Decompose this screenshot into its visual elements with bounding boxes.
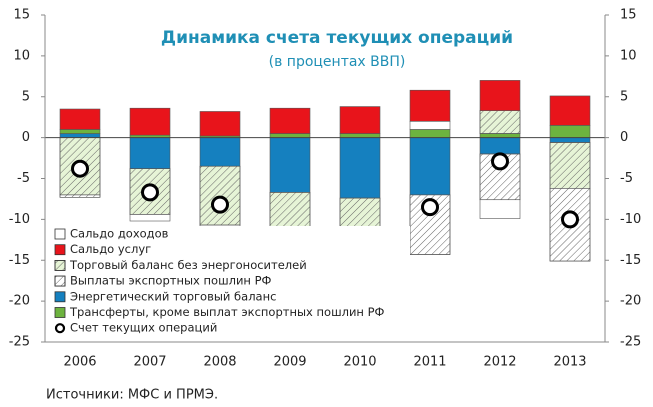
bar-segment (339, 106, 381, 134)
legend-label: Сальдо доходов (70, 227, 169, 241)
y2-tick-label: -20 (620, 294, 641, 309)
bar-segment (549, 95, 591, 126)
bar-segment (59, 133, 101, 138)
bar-segment (409, 120, 451, 130)
legend-swatch (54, 307, 66, 318)
y2-tick-label: -5 (620, 171, 633, 186)
bar-segment (479, 133, 521, 138)
legend-swatch (54, 323, 66, 334)
point (561, 210, 579, 229)
x-tick-label: 2006 (63, 355, 96, 370)
y-tick-label: 0 (22, 130, 30, 145)
bar-segment (409, 89, 451, 122)
legend-label: Торговый баланс без энергоносителей (69, 258, 307, 272)
source-note: Источники: МФС и ПРМЭ. (46, 388, 218, 403)
legend-label: Трансферты, кроме выплат экспортных пошл… (69, 305, 385, 319)
y-tick-label: 10 (13, 48, 30, 63)
y-tick-label: -15 (9, 253, 30, 268)
bar-segment (129, 214, 171, 222)
point (71, 159, 89, 178)
bar-segment (549, 137, 591, 143)
y2-tick-label: 0 (620, 130, 628, 145)
y-tick-label: -5 (17, 171, 30, 186)
y2-tick-label: -25 (620, 335, 641, 350)
y-tick-label: -10 (9, 212, 30, 227)
point (491, 152, 509, 171)
y2-tick-label: 10 (620, 48, 637, 63)
bar-segment (199, 137, 241, 167)
point (141, 183, 159, 202)
x-tick-label: 2007 (133, 355, 166, 370)
bar-segment (479, 80, 521, 111)
y2-tick-label: -15 (620, 253, 641, 268)
x-tick-label: 2011 (413, 355, 446, 370)
x-tick-label: 2013 (553, 355, 586, 370)
legend-hatch (54, 259, 66, 271)
legend-label: Выплаты экспортных пошлин РФ (70, 274, 272, 288)
y2-tick-label: -10 (620, 212, 641, 227)
point (211, 195, 229, 214)
bar-segment (479, 137, 521, 155)
bar-segment (339, 133, 381, 138)
y-tick-label: -25 (9, 335, 30, 350)
bar-segment (269, 133, 311, 138)
bar-segment (549, 125, 591, 138)
bar-segment (129, 137, 171, 169)
y-tick-label: 5 (22, 89, 30, 104)
bar-segment (339, 137, 381, 199)
bar-segment (479, 199, 521, 219)
y-tick-label: 15 (13, 8, 30, 23)
legend-box (50, 226, 410, 340)
legend-label: Счет текущих операций (70, 321, 217, 335)
hatch-overlay (549, 142, 591, 189)
y-tick-label: -20 (9, 294, 30, 309)
hatch-overlay (59, 194, 101, 198)
bar-segment (199, 111, 241, 137)
bar-segment (59, 108, 101, 130)
x-tick-label: 2012 (483, 355, 516, 370)
x-tick-label: 2008 (203, 355, 236, 370)
y2-tick-label: 5 (620, 89, 628, 104)
chart-title: Динамика счета текущих операций (161, 28, 513, 48)
bar-segment (269, 137, 311, 193)
bar-segment (409, 129, 451, 138)
legend-swatch (54, 291, 66, 303)
bar-segment (269, 107, 311, 134)
legend-label: Энергетический торговый баланс (70, 289, 276, 303)
legend-swatch (54, 228, 66, 240)
bar-segment (409, 137, 451, 196)
bar-segment (129, 107, 171, 136)
legend-swatch (54, 244, 66, 256)
point (421, 198, 439, 217)
bar-segment (59, 129, 101, 134)
legend-label: Сальдо услуг (70, 242, 151, 256)
y2-tick-label: 15 (620, 8, 637, 23)
legend-hatch (54, 275, 66, 287)
hatch-overlay (479, 110, 521, 134)
x-tick-label: 2009 (273, 355, 306, 370)
chart-subtitle: (в процентах ВВП) (269, 54, 406, 70)
x-tick-label: 2010 (343, 355, 376, 370)
